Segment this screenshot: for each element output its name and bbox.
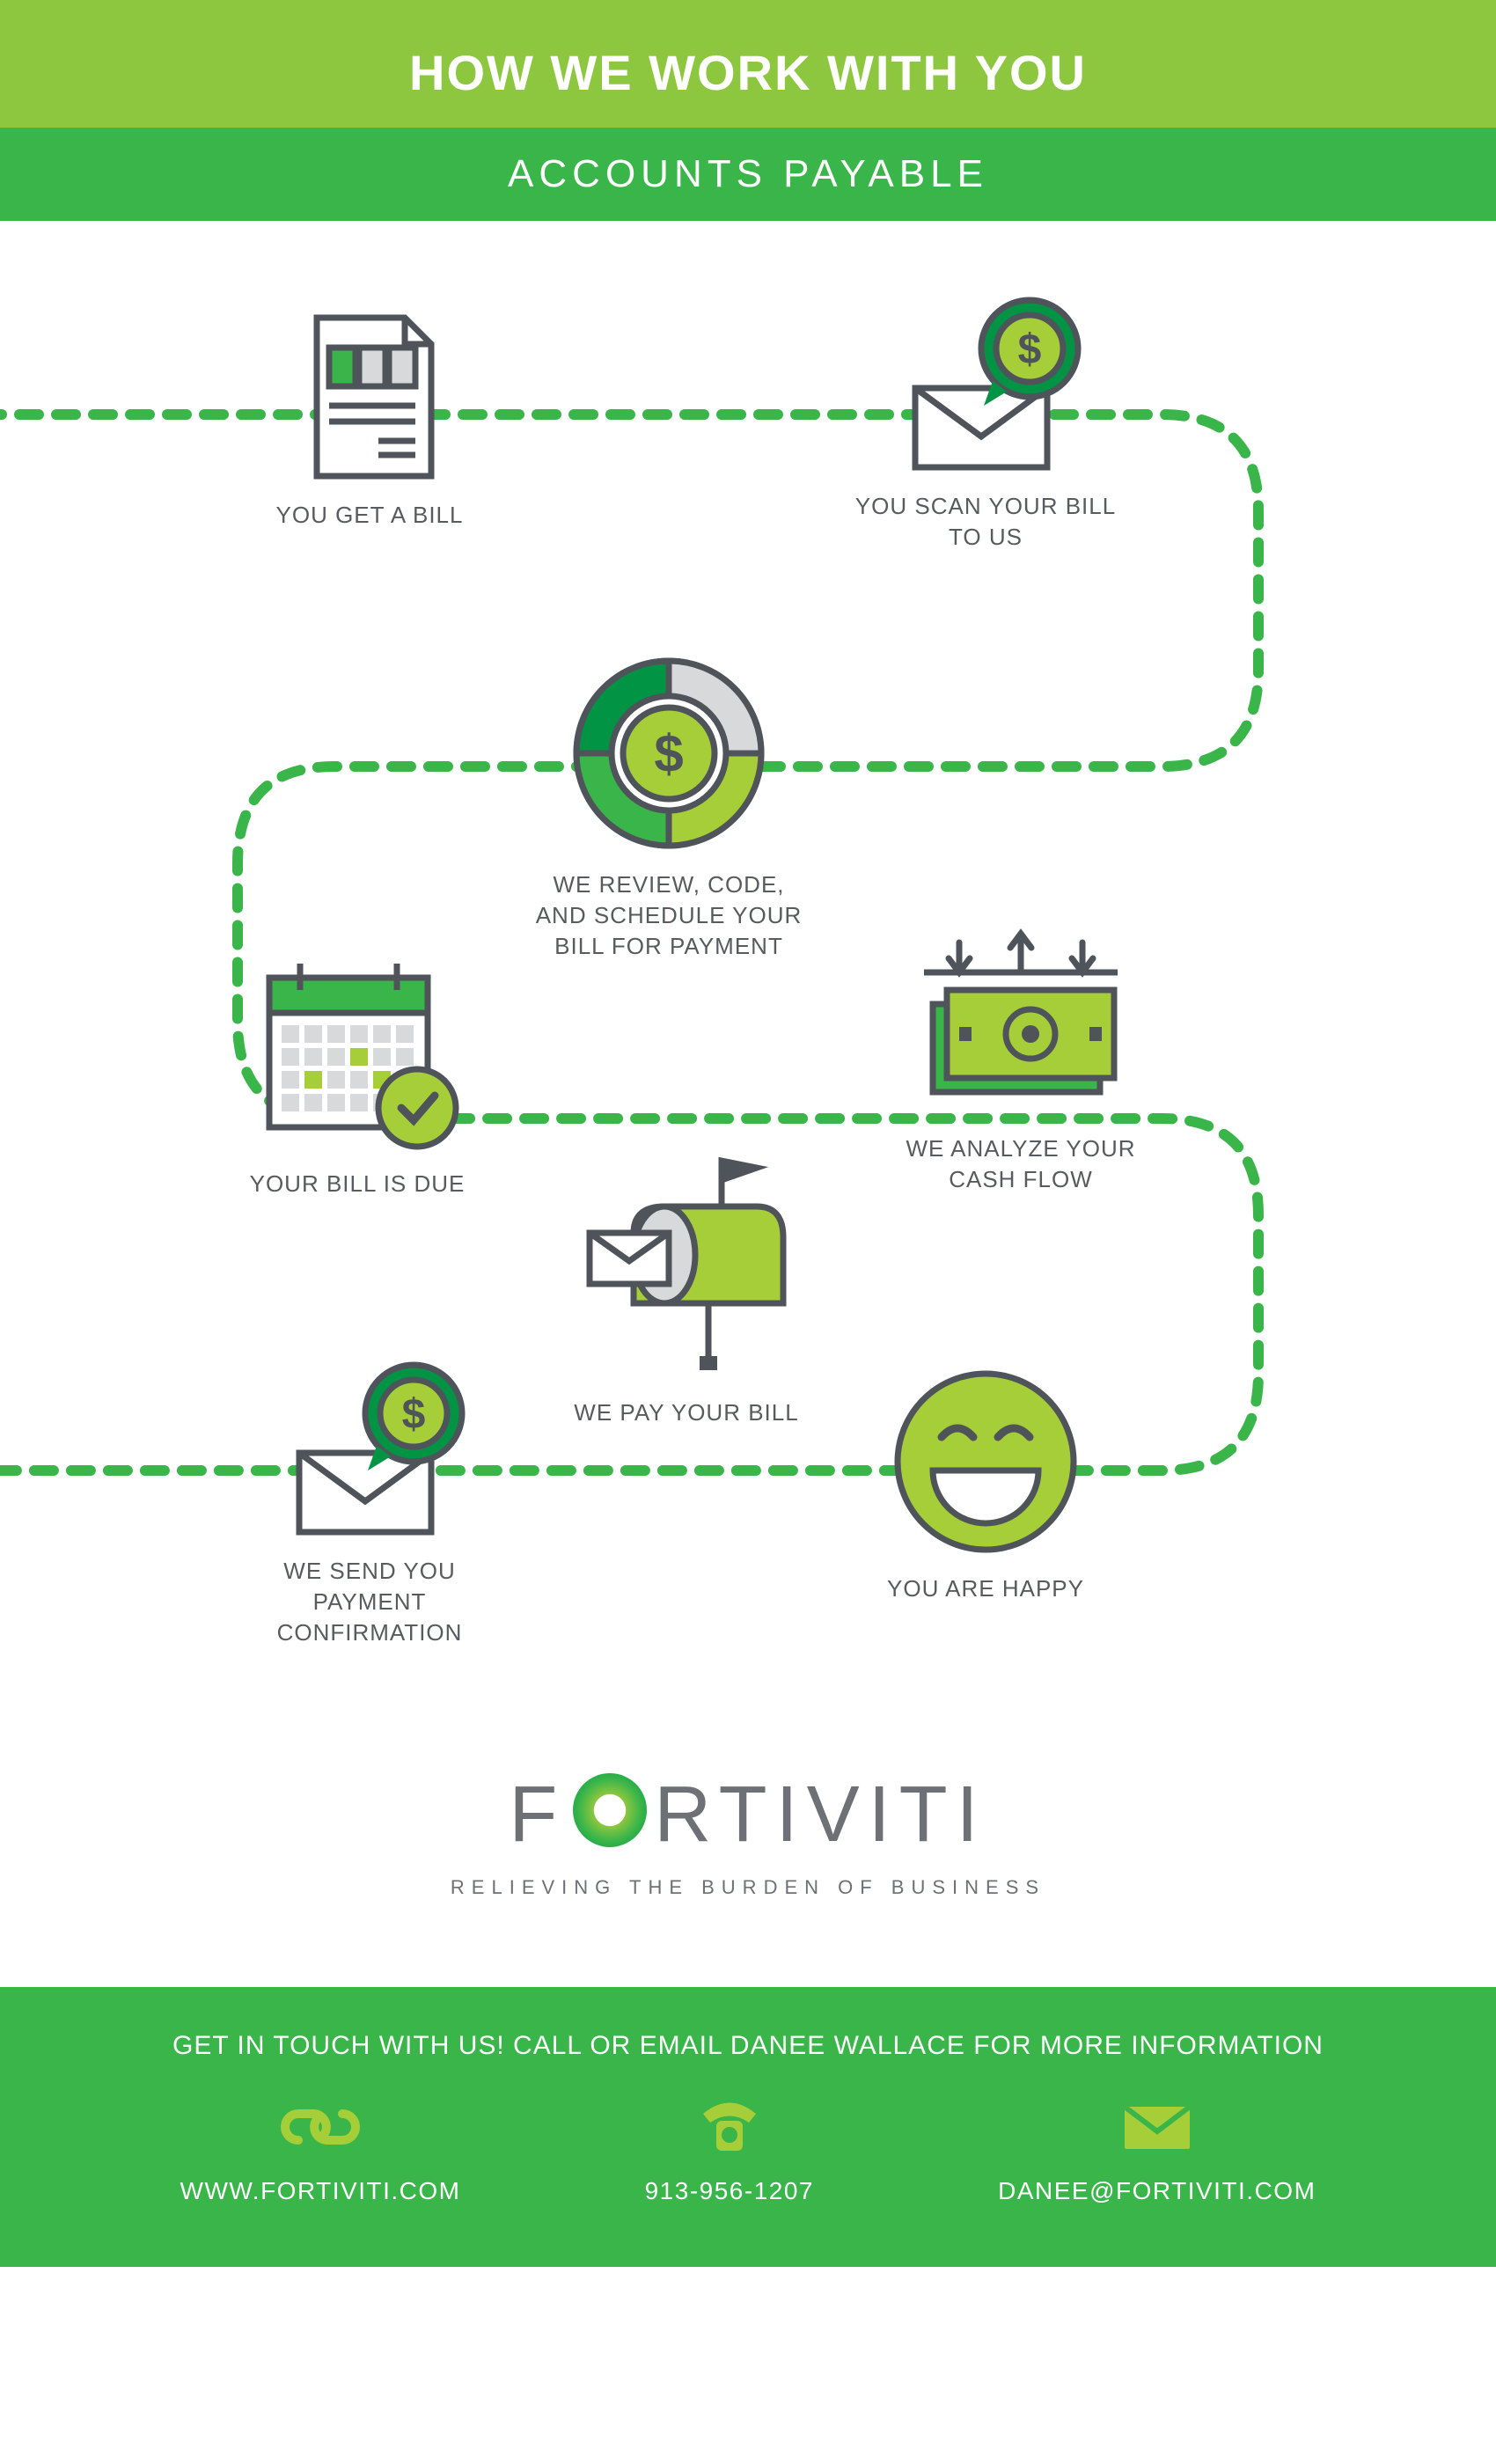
header-title: HOW WE WORK WITH YOU [0, 0, 1496, 128]
mail-icon [1118, 2096, 1197, 2158]
step-3: $ WE REVIEW, CODE, AND SCHEDULE YOUR BIL… [528, 652, 810, 962]
link-icon [281, 2096, 360, 2158]
step-6: WE PAY YOUR BILL [546, 1154, 827, 1428]
flow-area: YOU GET A BILL $ YOU SCAN YOUR BILL TO U… [0, 221, 1496, 1717]
footer-email-text: DANEE@FORTIVITI.COM [998, 2177, 1316, 2205]
brand-o-ring-icon [573, 1773, 647, 1847]
step-label: WE REVIEW, CODE, AND SCHEDULE YOUR BILL … [528, 869, 810, 962]
cash-arrows-icon [906, 916, 1135, 1123]
step-1: YOU GET A BILL [229, 309, 510, 531]
brand-tagline: RELIEVING THE BURDEN OF BUSINESS [0, 1876, 1496, 1899]
envelope-dollar-icon: $ [889, 291, 1082, 480]
smiley-icon [889, 1365, 1082, 1563]
calendar-check-icon [252, 951, 463, 1158]
header-subtitle: ACCOUNTS PAYABLE [0, 128, 1496, 221]
donut-dollar-icon: $ [568, 652, 770, 859]
step-label: YOU GET A BILL [229, 500, 510, 531]
step-label: YOU SCAN YOUR BILL TO US [845, 491, 1126, 553]
step-label: WE SEND YOU PAYMENT CONFIRMATION [229, 1556, 510, 1648]
svg-text:$: $ [654, 724, 683, 783]
step-label: WE ANALYZE YOUR CASH FLOW [880, 1133, 1162, 1195]
document-icon [290, 309, 449, 489]
svg-text:$: $ [402, 1391, 426, 1438]
footer-phone-text: 913-956-1207 [645, 2177, 814, 2205]
step-8: YOU ARE HAPPY [845, 1365, 1126, 1604]
footer-cta: GET IN TOUCH WITH US! CALL OR EMAIL DANE… [0, 2031, 1496, 2061]
brand-name-left: F [509, 1770, 566, 1860]
brand-block: F RTIVITI RELIEVING THE BURDEN OF BUSINE… [0, 1717, 1496, 1987]
envelope-dollar-icon: $ [273, 1356, 466, 1545]
footer: GET IN TOUCH WITH US! CALL OR EMAIL DANE… [0, 1987, 1496, 2267]
brand-name-right: RTIVITI [654, 1770, 986, 1860]
footer-phone: 913-956-1207 [645, 2096, 814, 2205]
step-7: $ WE SEND YOU PAYMENT CONFIRMATION [229, 1356, 510, 1648]
svg-text:$: $ [1018, 326, 1042, 373]
footer-website: WWW.FORTIVITI.COM [180, 2096, 461, 2205]
step-4: WE ANALYZE YOUR CASH FLOW [880, 916, 1162, 1195]
step-5: YOUR BILL IS DUE [216, 951, 498, 1199]
phone-icon [694, 2096, 765, 2158]
footer-email: DANEE@FORTIVITI.COM [998, 2096, 1316, 2205]
step-label: YOU ARE HAPPY [845, 1573, 1126, 1604]
step-2: $ YOU SCAN YOUR BILL TO US [845, 291, 1126, 553]
step-label: WE PAY YOUR BILL [546, 1397, 827, 1428]
mailbox-icon [581, 1154, 792, 1387]
brand-name: F RTIVITI [509, 1770, 986, 1860]
footer-website-text: WWW.FORTIVITI.COM [180, 2177, 461, 2205]
step-label: YOUR BILL IS DUE [216, 1169, 498, 1199]
